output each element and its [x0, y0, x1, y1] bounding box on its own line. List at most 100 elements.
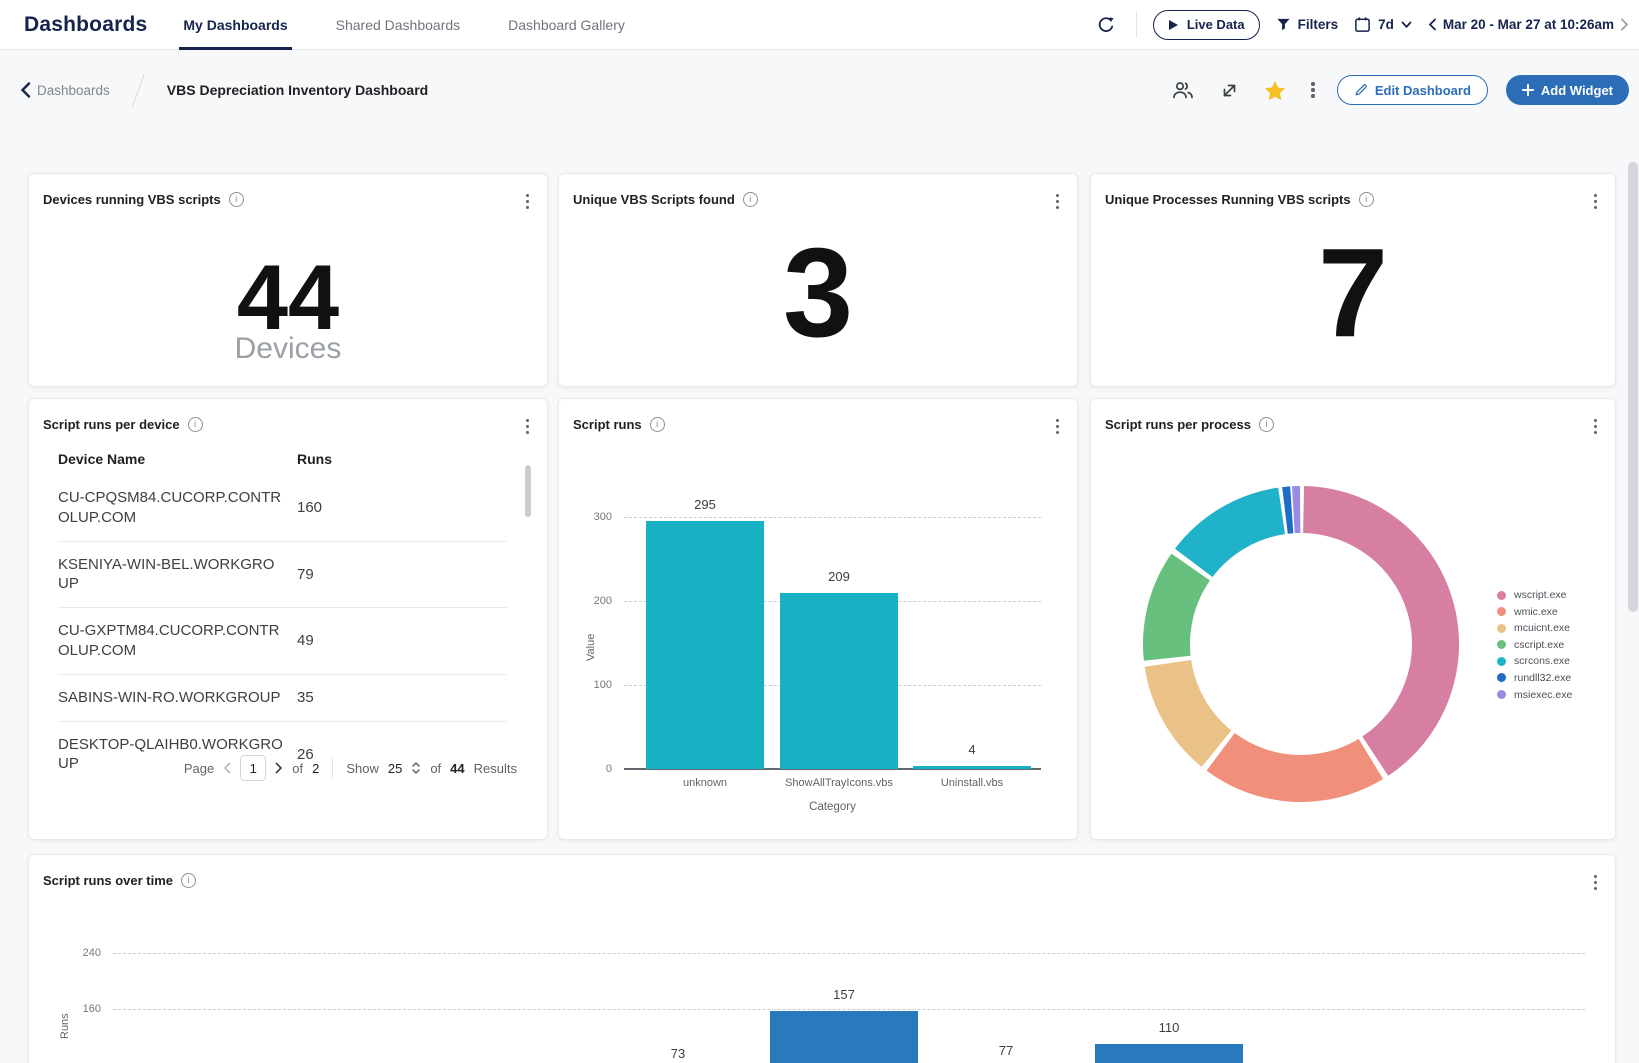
- date-range-nav: Mar 20 - Mar 27 at 10:26am: [1428, 17, 1629, 32]
- sort-arrows-icon: [411, 761, 421, 775]
- date-prev-button[interactable]: [1428, 18, 1437, 31]
- info-icon[interactable]: i: [188, 417, 203, 432]
- chevron-right-icon: [275, 762, 283, 774]
- legend-item[interactable]: rundll32.exe: [1497, 672, 1572, 684]
- info-icon[interactable]: i: [743, 192, 758, 207]
- edit-dashboard-button[interactable]: Edit Dashboard: [1337, 75, 1488, 105]
- donut-legend: wscript.exe wmic.exe mcuicnt.exe cscript.ex…: [1497, 589, 1572, 701]
- y-tick-label: 100: [572, 679, 612, 691]
- fullscreen-button[interactable]: [1215, 76, 1243, 104]
- stat-value: 44: [29, 252, 547, 344]
- donut-segment-mcuicnt-exe[interactable]: [1145, 660, 1232, 767]
- share-users-button[interactable]: [1169, 76, 1197, 104]
- x-tick-label: Uninstall.vbs: [941, 777, 1003, 789]
- chevron-down-icon: [1401, 21, 1412, 29]
- legend-dot-icon: [1497, 640, 1506, 649]
- legend-label: rundll32.exe: [1514, 672, 1571, 684]
- legend-dot-icon: [1497, 591, 1506, 600]
- widget-menu-button[interactable]: [1052, 190, 1063, 213]
- add-widget-button[interactable]: Add Widget: [1506, 75, 1629, 105]
- widget-title: Unique VBS Scripts found: [573, 192, 735, 207]
- bar[interactable]: [770, 1011, 918, 1063]
- device-name-cell: CU-CPQSM84.CUCORP.CONTROLUP.COM: [58, 488, 283, 528]
- bar-value-label: 77: [999, 1043, 1013, 1058]
- table-pagination: Page 1 of 2 Show 25 of 44 Results: [184, 755, 517, 781]
- chevron-left-icon: [1428, 18, 1437, 31]
- donut-segment-scrcons-exe[interactable]: [1175, 488, 1285, 577]
- expand-icon: [1220, 81, 1239, 100]
- date-next-button[interactable]: [1620, 18, 1629, 31]
- breadcrumb-row: Dashboards VBS Depreciation Inventory Da…: [0, 50, 1639, 130]
- stat-value: 3: [559, 230, 1077, 356]
- legend-item[interactable]: wscript.exe: [1497, 589, 1572, 601]
- y-axis-title: Value: [585, 634, 597, 661]
- info-icon[interactable]: i: [1359, 192, 1374, 207]
- widget-menu-button[interactable]: [522, 415, 533, 438]
- legend-item[interactable]: scrcons.exe: [1497, 655, 1572, 667]
- table-row[interactable]: SABINS-WIN-RO.WORKGROUP35: [58, 675, 507, 722]
- x-tick-label: unknown: [683, 777, 727, 789]
- legend-item[interactable]: wmic.exe: [1497, 606, 1572, 618]
- page-scrollbar-thumb[interactable]: [1628, 162, 1638, 612]
- legend-label: wscript.exe: [1514, 589, 1567, 601]
- widget-title: Unique Processes Running VBS scripts: [1105, 192, 1351, 207]
- page-size-stepper[interactable]: [411, 761, 421, 775]
- legend-item[interactable]: msiexec.exe: [1497, 689, 1572, 701]
- widget-script-runs-over-time: Script runs over time i 1602407315777110…: [28, 854, 1616, 1063]
- breadcrumb: Dashboards VBS Depreciation Inventory Da…: [20, 73, 428, 107]
- column-device-name[interactable]: Device Name: [58, 451, 283, 467]
- legend-item[interactable]: mcuicnt.exe: [1497, 622, 1572, 634]
- results-of-label: of: [430, 761, 441, 776]
- legend-item[interactable]: cscript.exe: [1497, 639, 1572, 651]
- column-runs[interactable]: Runs: [297, 451, 332, 467]
- x-axis-title: Category: [809, 801, 856, 813]
- table-scrollbar-thumb[interactable]: [525, 465, 531, 517]
- top-header: Dashboards My Dashboards Shared Dashboar…: [0, 0, 1639, 50]
- info-icon[interactable]: i: [229, 192, 244, 207]
- current-page-input[interactable]: 1: [240, 755, 266, 781]
- favorite-button[interactable]: [1261, 76, 1289, 104]
- date-range-label: Mar 20 - Mar 27 at 10:26am: [1443, 17, 1614, 32]
- next-page-button[interactable]: [275, 762, 283, 774]
- bar[interactable]: [646, 521, 764, 769]
- calendar-icon: [1354, 16, 1371, 33]
- bar[interactable]: [913, 766, 1031, 769]
- y-tick-label: 240: [61, 947, 101, 959]
- table-row[interactable]: CU-GXPTM84.CUCORP.CONTROLUP.COM49: [58, 608, 507, 675]
- table-row[interactable]: KSENIYA-WIN-BEL.WORKGROUP79: [58, 542, 507, 609]
- tab-dashboard-gallery[interactable]: Dashboard Gallery: [504, 0, 629, 50]
- y-tick-label: 0: [572, 763, 612, 775]
- widget-menu-button[interactable]: [1590, 190, 1601, 213]
- bar-value-label: 4: [968, 742, 975, 757]
- chevron-right-icon: [1620, 18, 1629, 31]
- dashboard-menu-button[interactable]: [1307, 78, 1318, 101]
- script-runs-chart: 0100200300295unknown209ShowAllTrayIcons.…: [559, 399, 1077, 839]
- tab-my-dashboards[interactable]: My Dashboards: [179, 0, 291, 50]
- runs-cell: 49: [297, 632, 314, 649]
- bar[interactable]: [780, 593, 898, 769]
- legend-dot-icon: [1497, 657, 1506, 666]
- tab-shared-dashboards[interactable]: Shared Dashboards: [332, 0, 465, 50]
- donut-segment-wscript-exe[interactable]: [1303, 486, 1459, 776]
- legend-dot-icon: [1497, 624, 1506, 633]
- live-data-button[interactable]: Live Data: [1153, 10, 1260, 40]
- legend-label: scrcons.exe: [1514, 655, 1570, 667]
- pages-total: 2: [312, 761, 319, 776]
- donut-segment-cscript-exe[interactable]: [1143, 554, 1210, 661]
- page-size-value[interactable]: 25: [388, 761, 402, 776]
- breadcrumb-parent[interactable]: Dashboards: [37, 83, 110, 98]
- legend-dot-icon: [1497, 607, 1506, 616]
- bar[interactable]: [1095, 1044, 1243, 1063]
- table-row[interactable]: CU-CPQSM84.CUCORP.CONTROLUP.COM160: [58, 475, 507, 542]
- filters-button[interactable]: Filters: [1276, 17, 1339, 32]
- donut-segment-msiexec-exe[interactable]: [1292, 486, 1300, 533]
- refresh-button[interactable]: [1092, 11, 1120, 39]
- device-name-cell: SABINS-WIN-RO.WORKGROUP: [58, 688, 283, 708]
- legend-dot-icon: [1497, 673, 1506, 682]
- back-button[interactable]: [20, 82, 31, 98]
- gridline: [113, 953, 1585, 954]
- donut-segment-wmic-exe[interactable]: [1207, 733, 1384, 802]
- widget-menu-button[interactable]: [522, 190, 533, 213]
- prev-page-button[interactable]: [223, 762, 231, 774]
- time-range-selector[interactable]: 7d: [1354, 16, 1412, 33]
